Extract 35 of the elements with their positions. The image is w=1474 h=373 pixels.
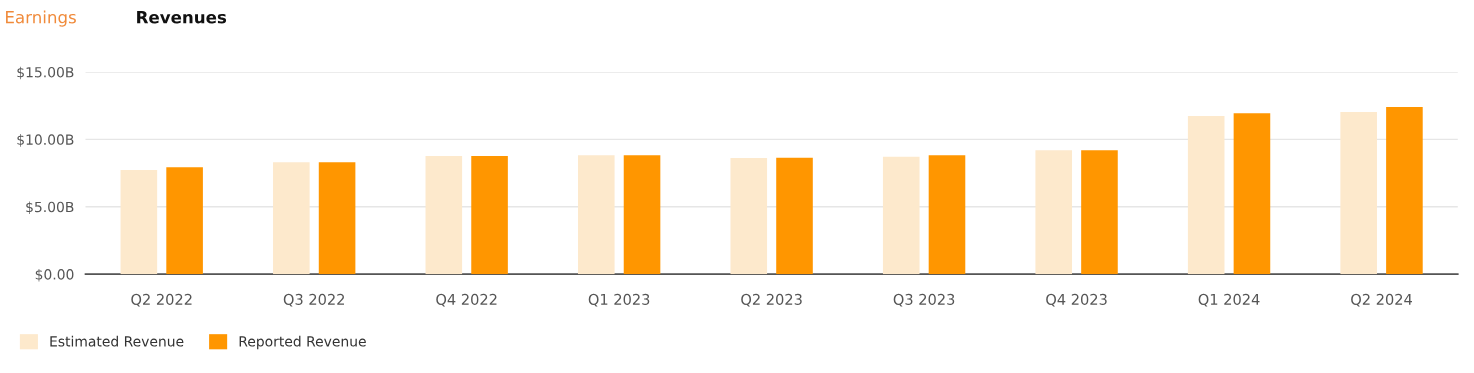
chart-title: Revenues (137, 11, 227, 24)
bar (776, 157, 813, 275)
bar (928, 155, 966, 275)
bar (120, 169, 158, 275)
y-tick-label: $5.00B (26, 201, 74, 215)
bar (1081, 150, 1118, 275)
bar (1187, 116, 1225, 275)
bar (166, 167, 203, 275)
bar (730, 157, 768, 275)
x-tick-label: Q4 2022 (436, 293, 497, 307)
bar (577, 155, 615, 275)
text: Earnings (6, 10, 76, 27)
legend-label: Estimated Revenue (50, 335, 184, 347)
x-tick-label: Q3 2022 (283, 293, 344, 307)
y-tick-label: $0.00 (35, 268, 74, 282)
x-tick-label: Q4 2023 (1046, 293, 1107, 307)
x-tick-label: Q2 2023 (741, 293, 802, 307)
bar (1386, 106, 1423, 275)
bar (1340, 112, 1377, 275)
x-tick-label: Q2 2024 (1351, 293, 1412, 307)
bar (882, 156, 920, 275)
bar (273, 162, 310, 275)
bar (1233, 113, 1271, 275)
legend-label: Reported Revenue (239, 335, 366, 350)
bar (318, 162, 356, 275)
y-tick-label: $15.00B (17, 66, 74, 80)
x-tick-label: Q2 2022 (131, 293, 192, 307)
bar (471, 155, 508, 275)
x-tick-label: Q1 2024 (1198, 293, 1260, 307)
y-tick-label: $10.00B (17, 134, 74, 147)
bar (425, 155, 463, 275)
bar (623, 155, 661, 275)
bar (1035, 150, 1073, 275)
x-tick-label: Q3 2023 (893, 293, 955, 307)
x-tick-label: Q1 2023 (588, 293, 650, 307)
